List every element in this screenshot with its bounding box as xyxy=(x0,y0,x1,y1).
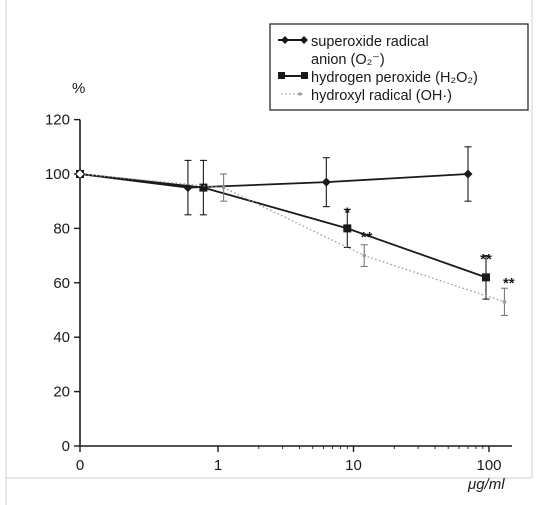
origin-marker xyxy=(74,168,86,180)
data-point-square xyxy=(481,273,490,282)
y-tick-label: 0 xyxy=(62,438,70,455)
data-point-square xyxy=(199,183,208,192)
series-1 xyxy=(76,159,490,300)
annotation-layer: ******* xyxy=(344,205,514,293)
series-line xyxy=(79,173,487,279)
legend-label-superoxide-line1: superoxide radical xyxy=(311,34,429,50)
series-line xyxy=(79,173,505,303)
legend-label-superoxide-line2: anion (O₂⁻) xyxy=(311,52,385,68)
y-axis-label: % xyxy=(72,80,85,97)
x-tick-label: 1 xyxy=(214,457,222,474)
legend-marker-hydrogen-peroxide-end xyxy=(301,72,308,79)
legend-label-hydrogen-peroxide: hydrogen peroxide (H₂O₂) xyxy=(311,70,478,86)
series-2 xyxy=(78,172,508,316)
data-point-diamond xyxy=(463,169,473,179)
data-point-diamond xyxy=(321,177,331,187)
significance-annotation: * xyxy=(344,205,350,222)
x-tick-label: 10 xyxy=(345,457,362,474)
x-axis-label: μg/ml xyxy=(467,476,505,493)
legend-marker-hydroxyl xyxy=(298,92,302,96)
significance-annotation: ** xyxy=(480,251,492,268)
legend-marker-superoxide-end xyxy=(300,36,308,44)
legend-label-hydroxyl: hydroxyl radical (OH·) xyxy=(311,88,452,104)
x-tick-label: 0 xyxy=(76,457,84,474)
data-point-dot xyxy=(502,300,507,304)
y-tick-label: 80 xyxy=(53,220,70,237)
y-tick-label: 40 xyxy=(53,329,70,346)
x-tick-label: 100 xyxy=(476,457,501,474)
significance-annotation: ** xyxy=(503,275,515,292)
data-point-dot xyxy=(221,185,226,190)
legend-marker-superoxide xyxy=(281,36,289,44)
y-tick-label: 60 xyxy=(53,275,70,292)
significance-annotation: ** xyxy=(361,229,373,246)
series-layer xyxy=(74,146,508,316)
y-tick-label: 120 xyxy=(45,112,70,129)
legend-box xyxy=(269,23,529,111)
y-tick-label: 20 xyxy=(53,384,70,401)
legend: superoxide radical anion (O₂⁻) hydrogen … xyxy=(269,23,529,111)
data-point-dot xyxy=(362,253,367,258)
legend-marker-hydrogen-peroxide xyxy=(278,72,285,79)
data-point-square xyxy=(343,224,352,233)
y-tick-label: 100 xyxy=(45,166,70,183)
axes: 0 20 40 60 80 100 120 0 1 10 100 xyxy=(45,112,512,474)
